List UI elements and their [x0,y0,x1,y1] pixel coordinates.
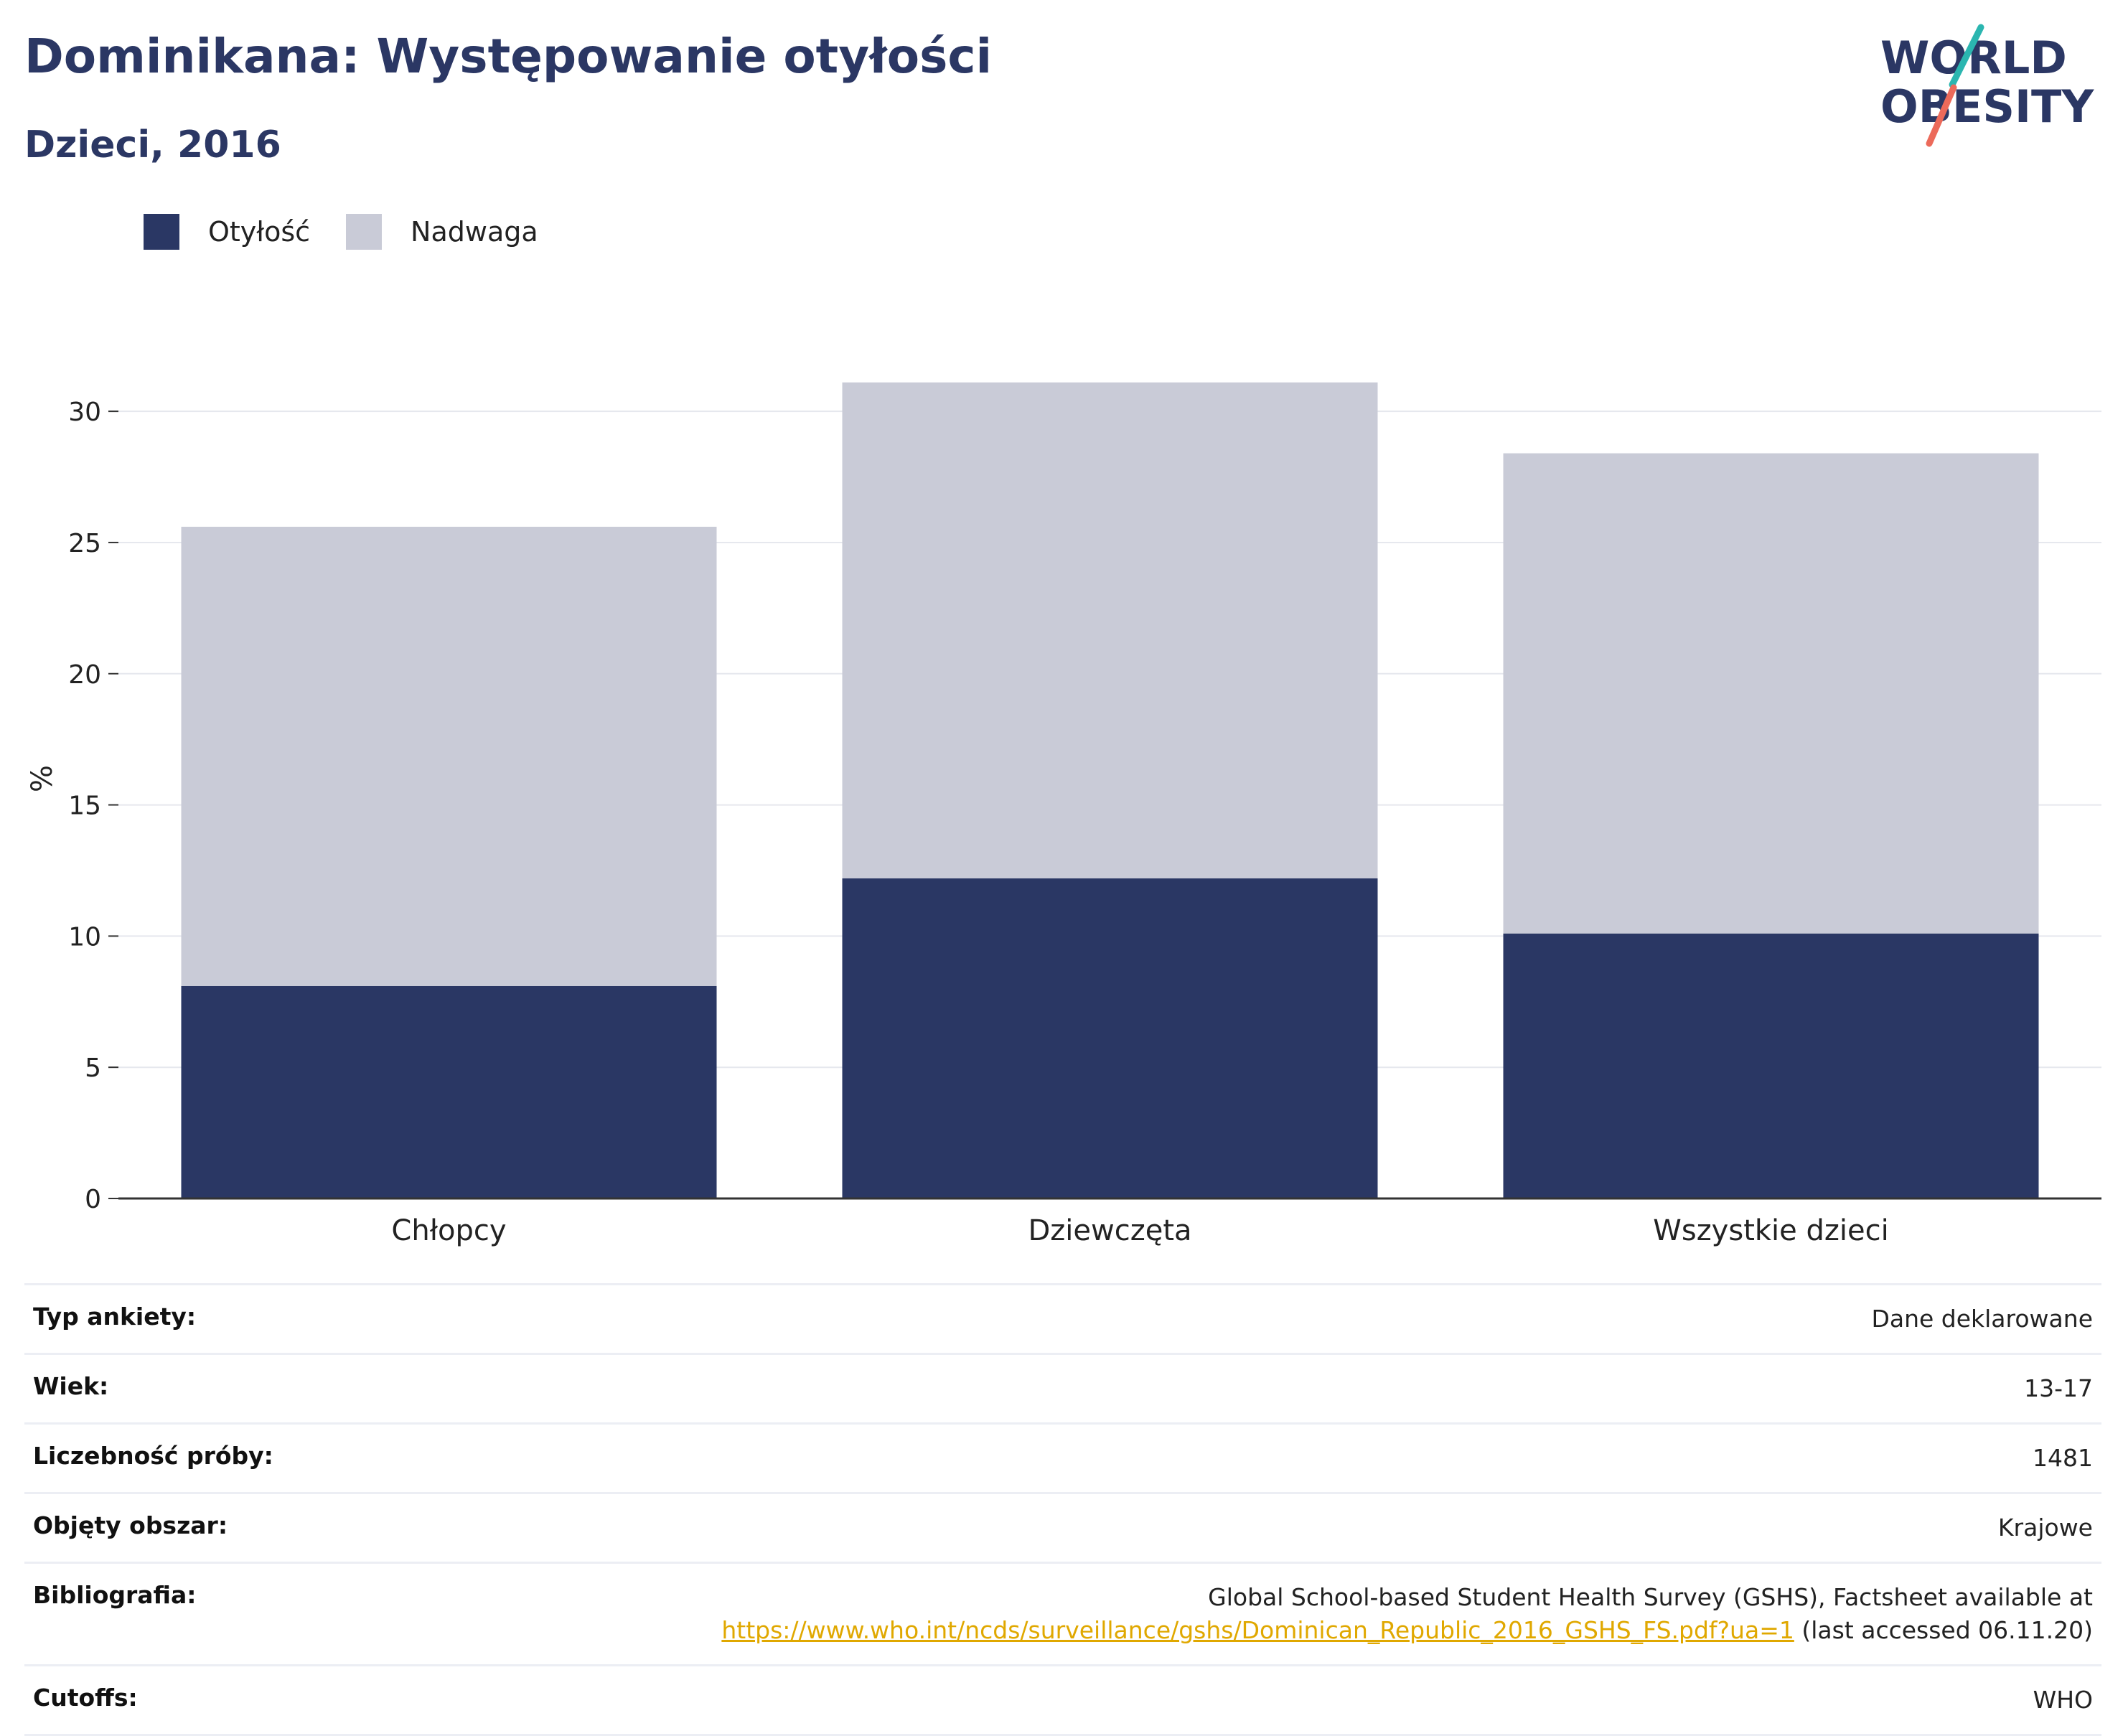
info-key: Liczebność próby: [24,1422,415,1493]
x-tick-label: Chłopcy [391,1214,506,1247]
y-tick-label: 0 [85,1185,101,1214]
info-row-survey-type: Typ ankiety: Dane deklarowane [24,1283,2101,1354]
info-value: WHO [415,1664,2101,1736]
y-tick-label: 25 [68,529,101,558]
logo-slash-teal [1949,24,1984,88]
info-row-cutoffs: Cutoffs: WHO [24,1664,2101,1736]
legend-swatch-obesity [144,214,179,250]
info-table: Typ ankiety: Dane deklarowane Wiek: 13-1… [24,1283,2101,1736]
bar-otyłość [181,985,717,1198]
info-value: Dane deklarowane [415,1283,2101,1354]
chart-title: Dominikana: Występowanie otyłości [24,29,993,84]
x-tick-label: Wszystkie dzieci [1653,1214,1888,1247]
info-key: Typ ankiety: [24,1283,415,1354]
bar-otyłość [842,878,1378,1198]
chart-legend: Otyłość Nadwaga [144,214,574,250]
legend-item-overweight[interactable]: Nadwaga [346,214,538,250]
bibliography-text: Global School-based Student Health Surve… [1208,1583,2093,1611]
info-value: 13-17 [415,1353,2101,1424]
info-key: Objęty obszar: [24,1492,415,1563]
logo-word-obesity: OBESITY [1880,80,2094,133]
info-row-sample-size: Liczebność próby: 1481 [24,1422,2101,1493]
info-key: Wiek: [24,1353,415,1424]
stacked-bar-chart: 0 5 10 15 20 25 30% Chłopcy Dziewczęta Wszystkie … [26,382,2101,1247]
info-value: Global School-based Student Health Surve… [415,1562,2101,1666]
x-tick-label: Dziewczęta [1028,1214,1191,1247]
bar-nadwaga [1503,453,2039,934]
info-key: Bibliografia: [24,1562,415,1666]
world-obesity-logo: WORLD OBESITY [1880,24,2094,147]
bar-otyłość [1503,933,2039,1198]
info-value: 1481 [415,1422,2101,1493]
y-tick-label: 10 [68,922,101,952]
bar-nadwaga [181,527,717,986]
y-axis-label: % [26,765,59,792]
info-row-area-covered: Objęty obszar: Krajowe [24,1492,2101,1563]
legend-label-obesity: Otyłość [208,216,311,248]
bar-nadwaga [842,382,1378,878]
info-value: Krajowe [415,1492,2101,1563]
y-tick-label: 30 [68,398,101,427]
chart-subtitle: Dzieci, 2016 [24,123,281,166]
logo-slash-coral [1926,84,1957,147]
info-row-bibliography: Bibliografia: Global School-based Studen… [24,1562,2101,1666]
legend-label-overweight: Nadwaga [411,216,538,248]
y-tick-label: 20 [68,660,101,690]
y-tick-label: 15 [68,792,101,821]
legend-swatch-overweight [346,214,383,250]
y-tick-label: 5 [85,1054,101,1083]
bibliography-link[interactable]: https://www.who.int/ncds/surveillance/gs… [721,1616,1794,1644]
bibliography-accessed: (last accessed 06.11.20) [1794,1616,2093,1644]
info-row-age: Wiek: 13-17 [24,1353,2101,1424]
info-key: Cutoffs: [24,1664,415,1736]
legend-item-obesity[interactable]: Otyłość [144,214,310,250]
